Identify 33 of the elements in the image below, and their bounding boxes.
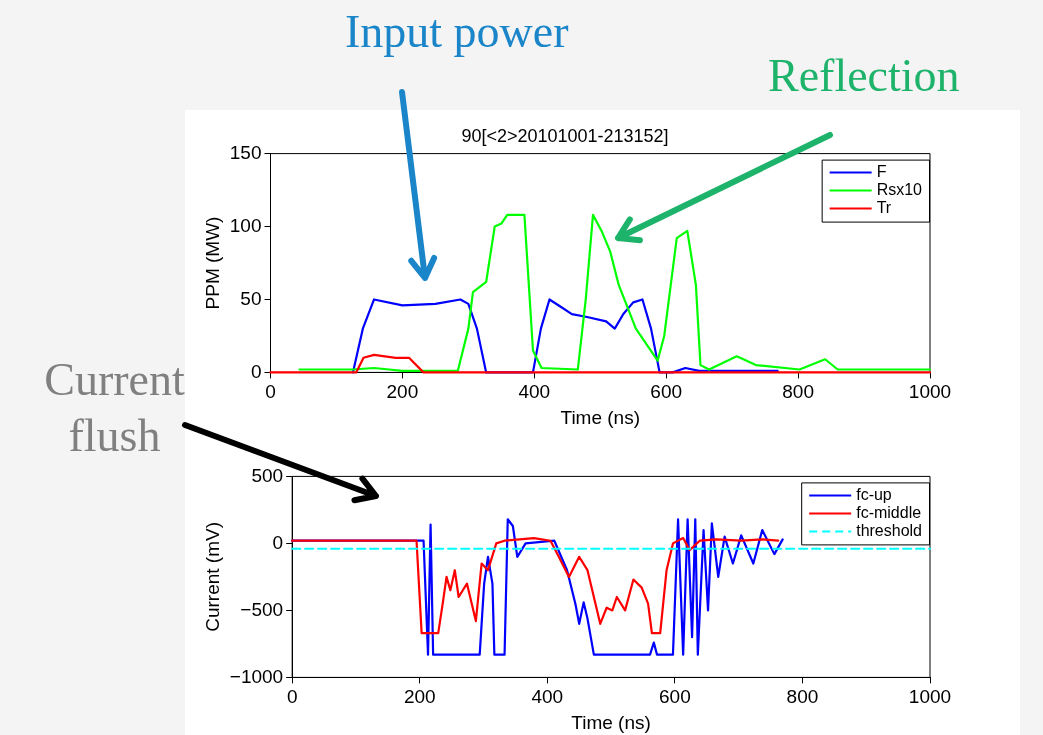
x-tick-label: 800 <box>782 381 814 403</box>
x-tick-label: 200 <box>403 686 436 708</box>
x-tick-label: 200 <box>386 381 419 403</box>
y-tick-label: 0 <box>250 360 262 382</box>
x-tick-label: 400 <box>518 381 551 403</box>
text: Input power <box>345 5 569 59</box>
y-tick-label: 150 <box>229 141 262 163</box>
legend-label: Rsx10 <box>876 181 923 199</box>
x-axis-title: Time (ns) <box>560 406 641 428</box>
x-axis-title: Time (ns) <box>571 711 651 733</box>
y-axis-title: PPM (MW) <box>201 216 223 310</box>
x-tick-label: 1000 <box>908 381 952 403</box>
y-tick-label: 500 <box>251 464 284 486</box>
x-tick-label: 600 <box>650 381 683 403</box>
legend-label: fc-up <box>856 485 892 503</box>
x-tick-label: 400 <box>531 686 564 708</box>
x-tick-label: 800 <box>786 686 819 708</box>
text: Current flush <box>43 353 186 463</box>
x-tick-label: 0 <box>286 686 298 708</box>
chart-title: 90[<2>20101001-213152] <box>461 125 669 146</box>
legend-label: threshold <box>856 521 923 539</box>
x-tick-label: 600 <box>659 686 691 708</box>
y-tick-label: −1000 <box>229 665 284 687</box>
y-tick-label: 100 <box>229 214 262 236</box>
y-tick-label: −500 <box>240 598 284 620</box>
legend-label: Tr <box>876 199 892 217</box>
legend-label: fc-middle <box>856 503 922 521</box>
x-tick-label: 1000 <box>908 686 952 708</box>
y-axis-title: Current (mV) <box>201 522 223 632</box>
text: Reflection <box>768 49 960 103</box>
y-tick-label: 0 <box>272 531 284 553</box>
y-tick-label: 50 <box>240 287 262 309</box>
legend-label: F <box>876 163 887 181</box>
